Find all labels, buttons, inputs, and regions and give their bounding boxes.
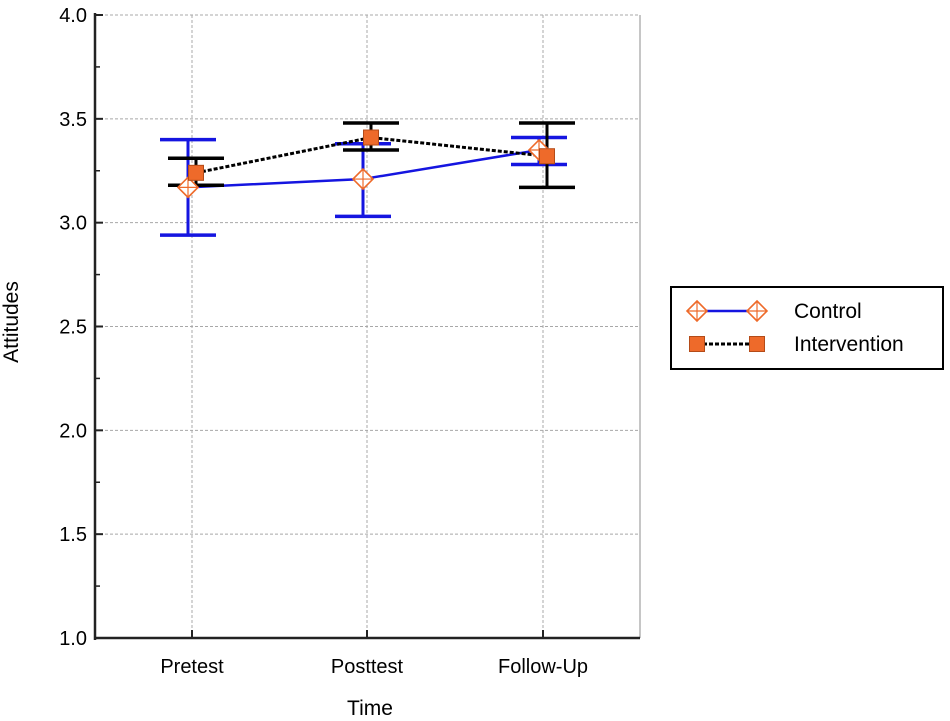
y-tick-label: 1.0 — [59, 628, 87, 650]
legend-label: Intervention — [794, 333, 904, 356]
x-tick-label: Follow-Up — [498, 656, 588, 678]
axes: 1.0 1.5 2.0 2.5 3.0 3.5 4.0 Pretest Posttest Foll… — [59, 5, 640, 678]
x-axis-label: Time — [347, 697, 393, 720]
series-layer — [160, 121, 575, 237]
legend-marker — [685, 299, 709, 323]
data-point — [351, 167, 375, 191]
legend-marker — [689, 336, 705, 352]
y-tick-label: 3.5 — [59, 109, 87, 131]
y-tick-label: 2.0 — [59, 420, 87, 442]
y-tick-label: 1.5 — [59, 524, 87, 546]
data-point — [176, 176, 200, 199]
y-tick-label: 2.5 — [59, 317, 87, 339]
legend-marker — [745, 299, 769, 323]
legend-label: Control — [794, 300, 862, 323]
x-tick-label: Pretest — [160, 656, 224, 678]
legend-marker — [749, 336, 765, 352]
y-axis-label: Attitudes — [0, 281, 23, 363]
y-tick-label: 3.0 — [59, 213, 87, 235]
legend: Control Intervention — [670, 286, 944, 370]
data-point — [188, 164, 204, 181]
series-line — [195, 136, 548, 175]
y-tick-label: 4.0 — [59, 5, 87, 27]
legend-box — [670, 286, 944, 370]
x-tick-label: Posttest — [331, 656, 404, 678]
grid-lines — [95, 14, 641, 639]
markers-intervention — [188, 129, 555, 181]
data-point — [539, 148, 555, 165]
data-point — [363, 129, 379, 146]
